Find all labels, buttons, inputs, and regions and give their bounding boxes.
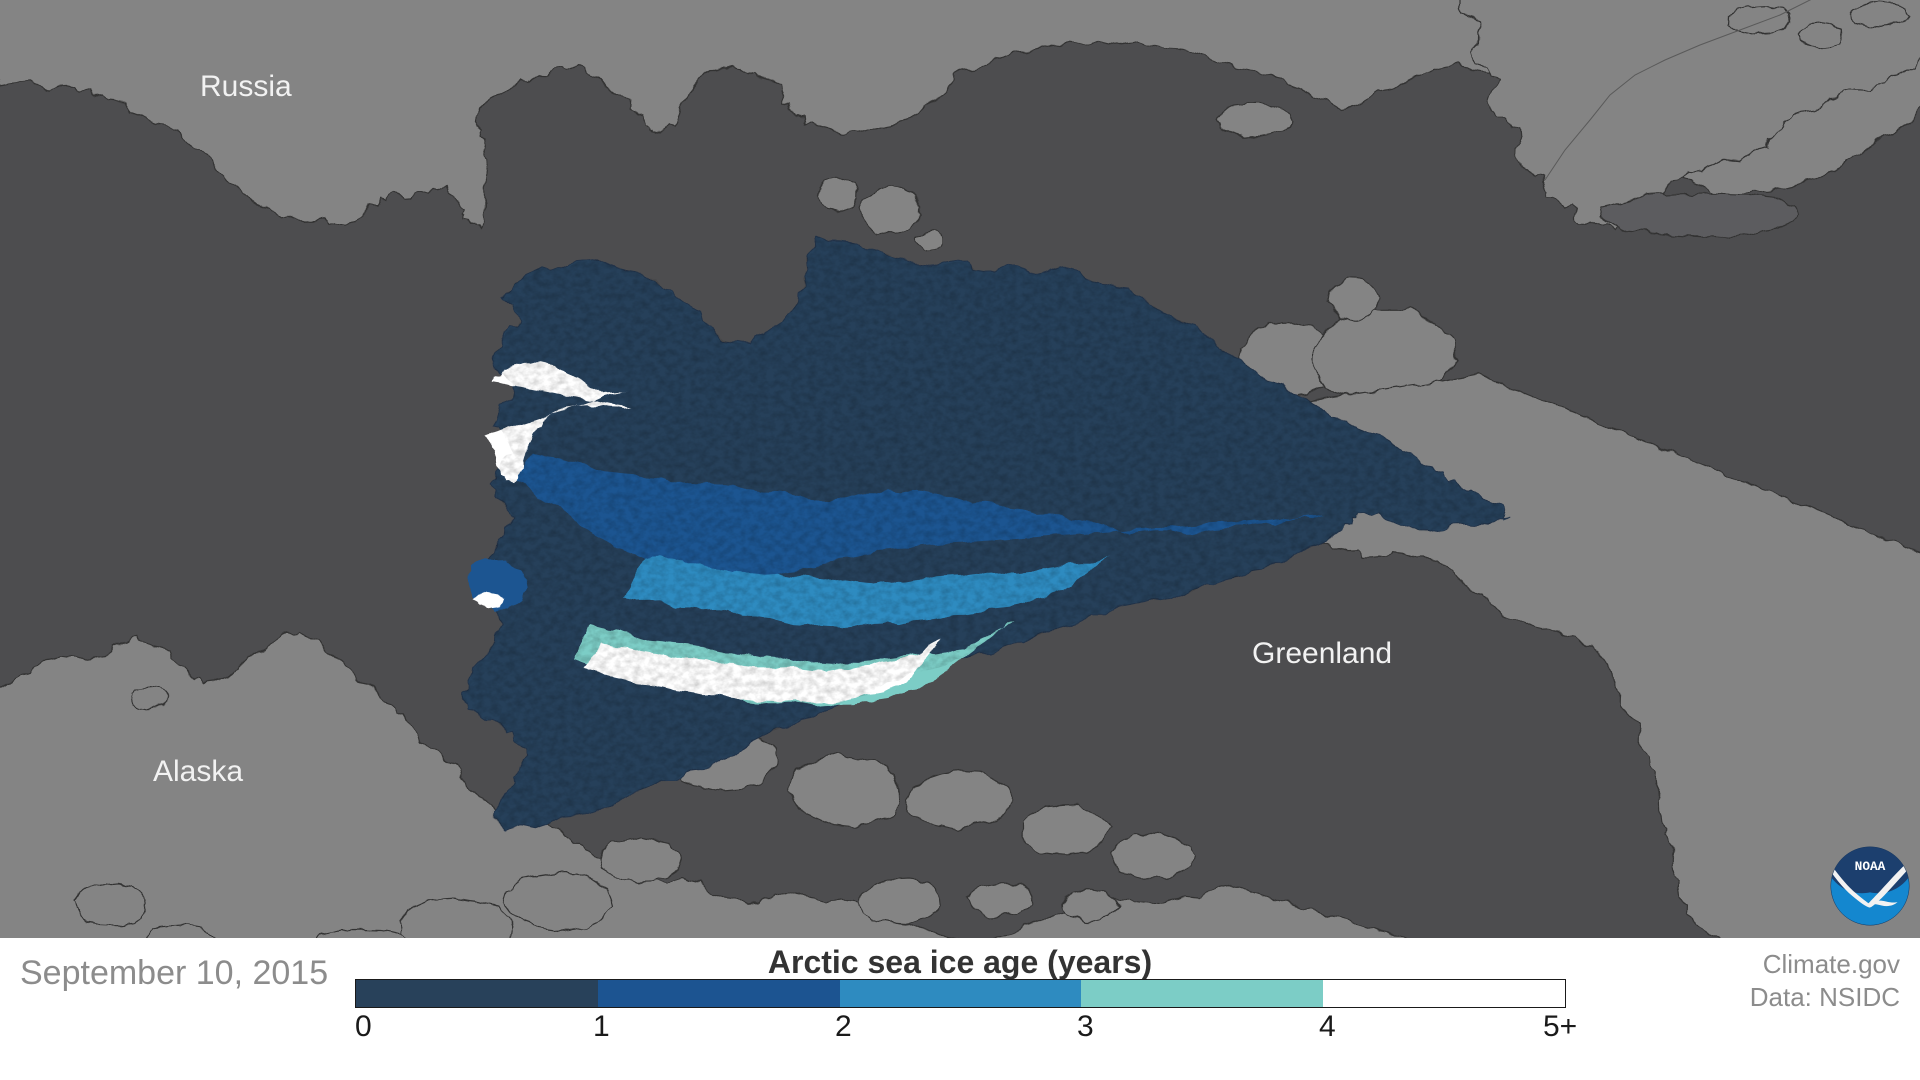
svg-text:NOAA: NOAA <box>1855 859 1886 874</box>
